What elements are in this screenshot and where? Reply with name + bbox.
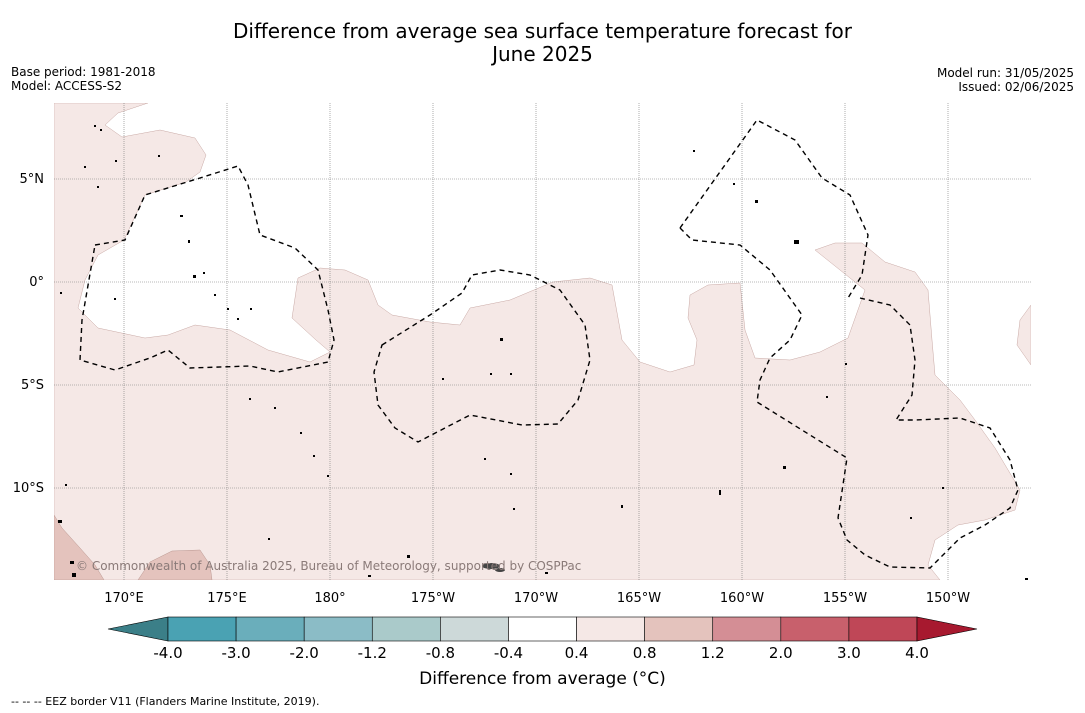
model-text: Model: ACCESS-S2 [11,79,123,93]
eez-border-line-islands-inner [679,227,848,519]
colorbar-segment [644,616,714,642]
anomaly-region-right-edge [1016,304,1031,366]
colorbar-title: Difference from average (°C) [419,669,666,689]
colorbar-segment [848,616,918,642]
colorbar-segment [167,616,237,642]
colorbar-extend-low [107,616,169,642]
lon-label: 175°W [411,591,455,606]
lat-label: 5°S [21,378,44,393]
lon-label: 150°W [926,591,970,606]
eez-legend-text: -- -- -- EEZ border V11 (Flanders Marine… [11,695,320,708]
lon-label: 165°W [617,591,661,606]
map-title-line2: June 2025 [492,42,593,66]
colorbar-tick-label: 0.4 [565,644,589,662]
longitude-labels: 170°E 175°E 180° 175°W 170°W 165°W 160°W… [104,591,970,606]
colorbar-extend-high [916,616,978,642]
lat-label: 0° [29,275,44,290]
eez-borders [79,119,1019,569]
lon-label: 160°W [720,591,764,606]
latitude-labels: 5°N 0° 5°S 10°S [13,172,44,496]
islands [58,125,1028,580]
colorbar-tick-label: -1.2 [358,644,387,662]
colorbar-tick-labels: -4.0 -3.0 -2.0 -1.2 -0.8 -0.4 0.4 0.8 1.2 2.0 3.0 4… [153,644,929,662]
eez-border-kiribati-gilbert [79,165,335,373]
colorbar-segment [508,616,577,642]
lon-label: 170°E [104,591,144,606]
map-title: Difference from average sea surface temp… [0,20,1085,66]
colorbar-tick-label: -0.4 [494,644,523,662]
lat-label: 5°N [20,172,45,187]
lon-label: 175°E [207,591,247,606]
base-period-text: Base period: 1981-2018 [11,65,156,79]
anomaly-region-0.4-0.8 [54,103,1021,580]
colorbar-segment [576,616,645,642]
colorbar-tick-label: -0.8 [426,644,455,662]
meta-right: Model run: 31/05/2025 Issued: 02/06/2025 [937,66,1074,94]
anomaly-region-0.8-1.2-b [137,549,213,580]
anomaly-region-0.8-1.2-a [54,514,105,580]
colorbar-tick-label: 2.0 [769,644,793,662]
eez-border-line-islands-north [679,119,869,299]
colorbar-tick-label: -4.0 [153,644,182,662]
colorbar-tick-label: -3.0 [221,644,250,662]
lon-label: 155°W [823,591,867,606]
colorbar-tick-label: -2.0 [290,644,319,662]
colorbar-tick-label: 0.8 [633,644,657,662]
issued-text: Issued: 02/06/2025 [958,80,1074,94]
meta-left: Base period: 1981-2018 Model: ACCESS-S2 [11,65,156,93]
colorbar-segment [371,616,441,642]
colorbar-tick-label: 3.0 [837,644,861,662]
lon-label: 170°W [514,591,558,606]
model-run-text: Model run: 31/05/2025 [936,66,1074,80]
map-title-line1: Difference from average sea surface temp… [232,19,852,43]
colorbar-tick-label: 4.0 [905,644,929,662]
lon-label: 180° [314,591,345,606]
lat-label: 10°S [13,481,44,496]
eez-border-line-islands-south [837,297,1019,569]
colorbar-tick-label: 1.2 [701,644,725,662]
colorbar [107,616,978,642]
eez-border-howland-baker [373,269,591,443]
graticule [54,103,1031,580]
colorbar-segment [235,616,305,642]
copyright-text: © Commonwealth of Australia 2025, Bureau… [76,559,581,573]
colorbar-segment [780,616,850,642]
anomaly-fields [54,103,1031,580]
colorbar-segment [440,616,509,642]
colorbar-segment [712,616,782,642]
colorbar-segment [303,616,373,642]
